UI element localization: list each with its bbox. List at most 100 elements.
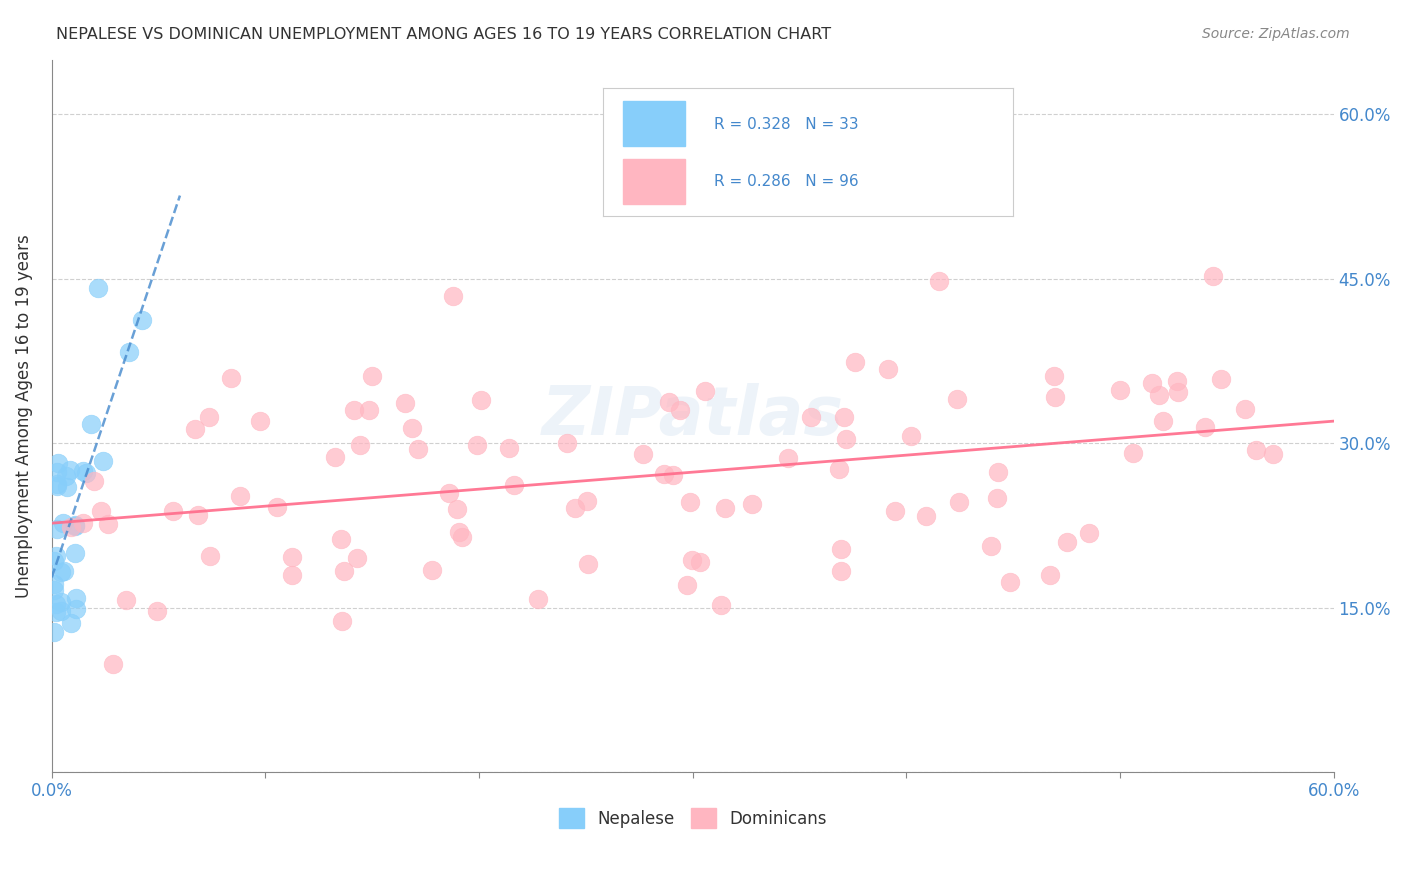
Text: ZIPatlas: ZIPatlas bbox=[541, 383, 844, 449]
Point bbox=[249, 414, 271, 428]
Point bbox=[56, 479, 79, 493]
Point bbox=[63, 518, 86, 533]
Point bbox=[52, 516, 75, 530]
Point bbox=[49, 566, 72, 580]
Point bbox=[55, 469, 77, 483]
Point bbox=[1152, 414, 1174, 428]
Point bbox=[45, 597, 67, 611]
Point bbox=[86, 281, 108, 295]
Point bbox=[877, 362, 900, 376]
Point bbox=[280, 550, 302, 565]
Point bbox=[42, 625, 65, 640]
Point bbox=[91, 453, 114, 467]
Point bbox=[80, 417, 103, 431]
Point bbox=[465, 438, 488, 452]
Point bbox=[883, 504, 905, 518]
Point bbox=[46, 478, 69, 492]
Point bbox=[1122, 446, 1144, 460]
Point bbox=[470, 392, 492, 407]
Point bbox=[1108, 383, 1130, 397]
Point bbox=[669, 403, 692, 417]
Point bbox=[360, 368, 382, 383]
Point bbox=[45, 605, 67, 619]
Point bbox=[714, 500, 737, 515]
Point bbox=[451, 530, 474, 544]
Point bbox=[980, 539, 1002, 553]
Point bbox=[146, 604, 169, 618]
Point bbox=[832, 410, 855, 425]
Point bbox=[332, 564, 354, 578]
Point bbox=[114, 593, 136, 607]
Point bbox=[1202, 269, 1225, 284]
Point bbox=[1077, 525, 1099, 540]
Point bbox=[45, 465, 67, 479]
Legend: Nepalese, Dominicans: Nepalese, Dominicans bbox=[553, 801, 834, 835]
Point bbox=[42, 554, 65, 568]
Point bbox=[280, 568, 302, 582]
Point bbox=[1167, 385, 1189, 400]
Text: Source: ZipAtlas.com: Source: ZipAtlas.com bbox=[1202, 27, 1350, 41]
Point bbox=[72, 516, 94, 530]
Point bbox=[1263, 447, 1285, 461]
Point bbox=[75, 466, 97, 480]
Point bbox=[59, 615, 82, 630]
Point bbox=[198, 549, 221, 563]
Point bbox=[564, 501, 586, 516]
Point bbox=[658, 394, 681, 409]
Point bbox=[498, 442, 520, 456]
Point bbox=[46, 456, 69, 470]
Point bbox=[689, 555, 711, 569]
Point bbox=[221, 371, 243, 385]
Point bbox=[52, 564, 75, 578]
Point bbox=[420, 563, 443, 577]
Point bbox=[45, 522, 67, 536]
Point bbox=[266, 500, 288, 515]
Point bbox=[693, 384, 716, 398]
Point bbox=[59, 519, 82, 533]
Point bbox=[437, 486, 460, 500]
Point bbox=[1056, 535, 1078, 549]
Point bbox=[357, 402, 380, 417]
Point bbox=[229, 489, 252, 503]
Point bbox=[187, 508, 209, 522]
Point bbox=[72, 464, 94, 478]
Point bbox=[778, 451, 800, 466]
Point bbox=[101, 657, 124, 672]
Point bbox=[946, 392, 969, 407]
Point bbox=[1043, 390, 1066, 404]
Point bbox=[349, 438, 371, 452]
Point bbox=[900, 429, 922, 443]
Point bbox=[928, 275, 950, 289]
Point bbox=[844, 355, 866, 369]
Point bbox=[1039, 567, 1062, 582]
Point bbox=[65, 602, 87, 616]
Point bbox=[1233, 402, 1256, 417]
Point bbox=[830, 541, 852, 556]
Point bbox=[59, 463, 82, 477]
Text: NEPALESE VS DOMINICAN UNEMPLOYMENT AMONG AGES 16 TO 19 YEARS CORRELATION CHART: NEPALESE VS DOMINICAN UNEMPLOYMENT AMONG… bbox=[56, 27, 831, 42]
Point bbox=[986, 491, 1008, 505]
Point bbox=[162, 504, 184, 518]
Point bbox=[1043, 369, 1066, 384]
Point bbox=[323, 450, 346, 464]
Point bbox=[198, 409, 221, 424]
Point bbox=[49, 604, 72, 618]
Point bbox=[329, 532, 352, 546]
Point bbox=[343, 403, 366, 417]
Y-axis label: Unemployment Among Ages 16 to 19 years: Unemployment Among Ages 16 to 19 years bbox=[15, 234, 32, 598]
Point bbox=[503, 477, 526, 491]
Point bbox=[131, 312, 153, 326]
Point bbox=[998, 575, 1021, 590]
Point bbox=[1194, 420, 1216, 434]
Point bbox=[679, 495, 702, 509]
Point bbox=[741, 497, 763, 511]
Point bbox=[332, 614, 354, 628]
Point bbox=[526, 591, 548, 606]
Point bbox=[42, 582, 65, 597]
Point bbox=[1244, 442, 1267, 457]
Point bbox=[90, 503, 112, 517]
Point bbox=[346, 551, 368, 566]
Point bbox=[915, 509, 938, 524]
Point bbox=[408, 442, 430, 457]
Point bbox=[42, 577, 65, 591]
